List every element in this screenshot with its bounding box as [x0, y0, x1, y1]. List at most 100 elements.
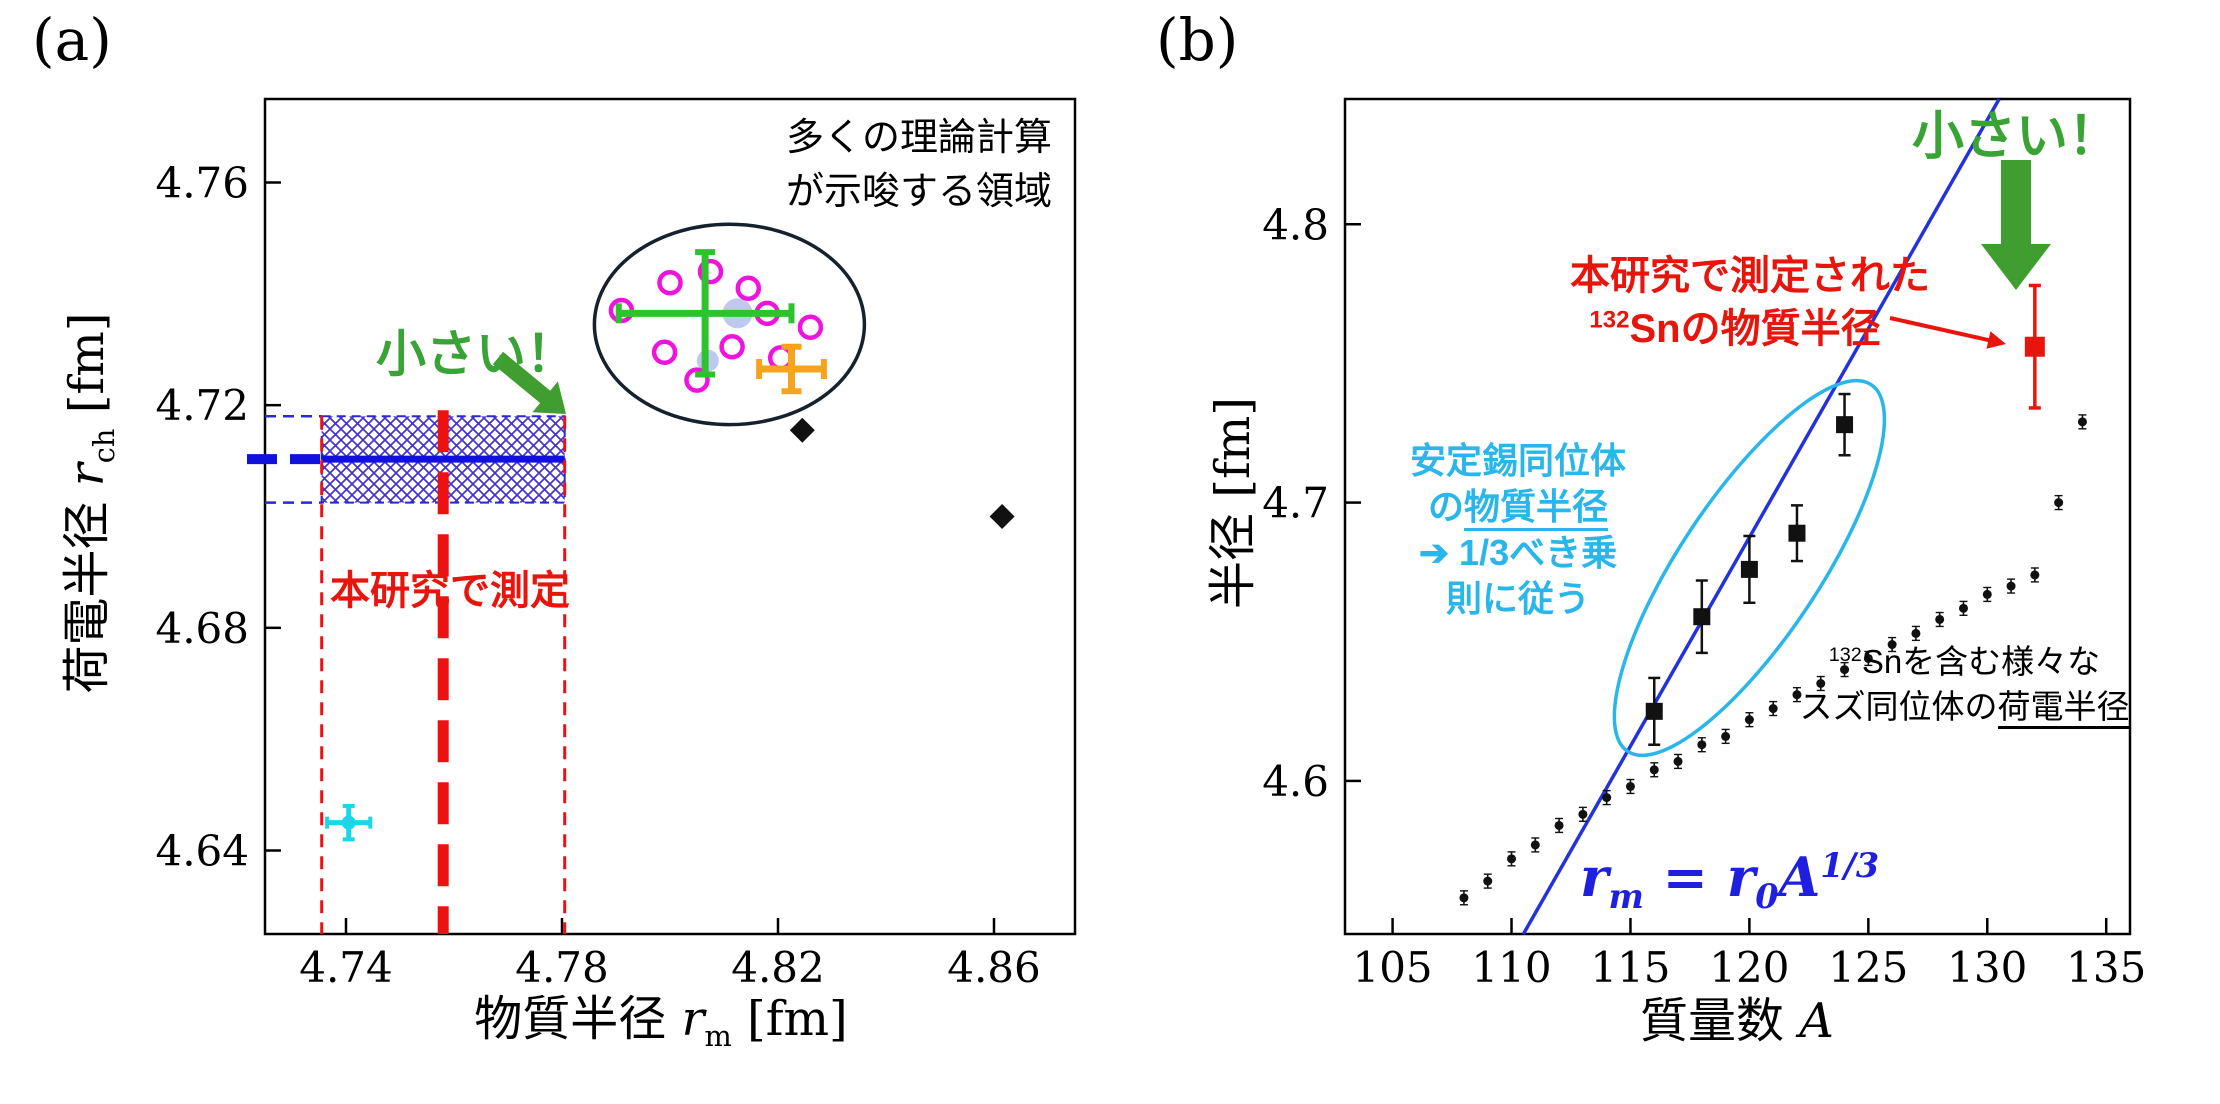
- dot-marker: [1840, 665, 1850, 675]
- panel-a-y-tick-label: 4.76: [155, 159, 249, 208]
- smaller-annotation-b: 小さい！: [1912, 108, 2121, 166]
- dot-marker: [1697, 740, 1707, 750]
- charge-radii-note-line2: スズ同位体の荷電半径: [1792, 685, 2137, 730]
- dot-marker: [1507, 854, 1517, 864]
- panel-a-y-tick-label: 4.72: [155, 381, 249, 430]
- panel-b-x-tick-label: 110: [1471, 943, 1551, 992]
- dot-marker: [2030, 570, 2040, 580]
- dot-marker: [1982, 589, 1992, 599]
- open-circle-marker: [651, 339, 678, 366]
- dot-marker: [1792, 690, 1802, 700]
- green-arrow-icon: [492, 351, 566, 414]
- square-marker: [1693, 608, 1711, 626]
- theory-region-note-line1: 多くの理論計算: [786, 117, 1053, 159]
- panel-b-y-axis-title: 半径 [fm]: [1205, 397, 1261, 609]
- sn132-measured-note: 本研究で測定された 132Snの物質半径: [1570, 250, 1930, 356]
- formula-var: r: [1726, 845, 1756, 909]
- square-marker: [1788, 524, 1806, 542]
- dot-marker: [1578, 809, 1588, 819]
- panel-b-y-tick-label: 4.7: [1262, 479, 1329, 528]
- axis-title-text: 荷電半径: [59, 486, 116, 694]
- dot-marker: [2077, 417, 2087, 427]
- panel-b-y-tick-label: 4.6: [1262, 757, 1329, 806]
- panel-a-x-tick-label: 4.82: [731, 943, 825, 992]
- dot-marker: [1649, 765, 1659, 775]
- mass-number-superscript: 132: [1589, 306, 1630, 334]
- dot-marker: [1887, 640, 1897, 650]
- measured-in-this-work-note: 本研究で測定: [330, 569, 570, 613]
- stable-isotopes-note-line3: ➔ 1/3べき乗: [1418, 532, 1618, 574]
- series-black-diamonds: [789, 417, 1015, 529]
- panel-b-x-tick-label: 120: [1709, 943, 1789, 992]
- stable-isotopes-ellipse: [1612, 378, 1887, 758]
- panel-a-x-tick-label: 4.86: [947, 943, 1041, 992]
- dot-marker: [1935, 614, 1945, 624]
- charge-radius-underlined: 荷電半径: [1997, 687, 2130, 729]
- dot-marker: [2006, 581, 2016, 591]
- diamond-marker: [989, 504, 1015, 529]
- theory-region-note-line2: が示唆する領域: [786, 170, 1053, 213]
- mass-number-superscript: 132: [1828, 644, 1862, 666]
- dot-marker: [1721, 731, 1731, 741]
- powerlaw-line: [1521, 98, 2001, 935]
- series-sn-stable-matter-radii: [1645, 392, 1854, 746]
- dot-marker: [1911, 628, 1921, 638]
- series-theory-cross-orange: [756, 343, 827, 395]
- panel-b-frame: [1343, 97, 2132, 936]
- square-marker: [1645, 702, 1663, 720]
- sn132-square-marker: [2024, 336, 2045, 357]
- stable-isotopes-note-line2: の物質半径: [1408, 484, 1628, 532]
- dot-marker: [1863, 653, 1873, 663]
- panel-a-frame: [263, 97, 1077, 936]
- sn132-measured-note-line2: 132Snの物質半径: [1570, 303, 1900, 356]
- green-down-arrow-icon: [1981, 160, 2051, 290]
- panel-b-x-tick-label: 115: [1590, 943, 1670, 992]
- axis-title-sub: ch: [86, 428, 121, 464]
- panel-b-x-tick-label: 135: [2066, 943, 2146, 992]
- panel-b-x-tick-label: 130: [1947, 943, 2027, 992]
- panel-b-x-tick-label: 105: [1352, 943, 1432, 992]
- dot-marker: [1768, 704, 1778, 714]
- panel-b-axes: 105 110 115 120 125 130 135 4.6 4.7 4.8: [1262, 97, 2146, 992]
- red-pointer-arrow-icon: [1889, 316, 2006, 349]
- panel-a-x-axis-title: 物質半径 rm [fm]: [474, 979, 848, 1053]
- panel-a-label: (a): [32, 6, 112, 74]
- axis-title-var: r: [59, 463, 116, 487]
- open-circle-marker: [684, 367, 710, 393]
- axis-title-sub: m: [704, 1018, 732, 1053]
- sn132-measured-note-line2-text: Snの物質半径: [1629, 306, 1881, 351]
- dot-marker: [1816, 679, 1826, 688]
- axis-title-text: 物質半径: [474, 991, 682, 1048]
- formula-sup: 1/3: [1820, 846, 1880, 885]
- dot-marker: [2054, 498, 2064, 508]
- panel-b-label: (b): [1156, 6, 1239, 74]
- square-marker: [1740, 560, 1758, 578]
- open-circle-marker: [697, 258, 724, 285]
- powerlaw-formula: rm = r0A1/3: [1580, 845, 1879, 916]
- panel-a-x-tick-label: 4.74: [299, 943, 393, 992]
- dot-marker: [1625, 781, 1635, 791]
- dot-marker: [1530, 840, 1540, 850]
- series-sn-charge-radii: [1459, 414, 2087, 906]
- panel-a-x-tick-label: 4.78: [515, 943, 609, 992]
- dot-marker: [1459, 893, 1469, 903]
- dot-marker: [1958, 603, 1968, 613]
- square-marker: [1836, 416, 1854, 434]
- smaller-annotation-a: 小さい！: [376, 326, 576, 382]
- diamond-marker: [789, 417, 815, 443]
- open-circle-marker: [657, 269, 683, 296]
- panel-b-y-tick-label: 4.8: [1262, 200, 1329, 249]
- formula-var: r: [1580, 845, 1609, 909]
- charge-radii-note-line2a: スズ同位体の: [1799, 687, 1998, 725]
- dot-marker: [1602, 793, 1612, 803]
- dot-marker: [1554, 820, 1564, 830]
- charge-radii-note: 132Snを含む様々な スズ同位体の荷電半径: [1792, 640, 2137, 730]
- panel-a-axes: 4.74 4.78 4.82 4.86 4.64 4.68 4.72 4.76: [155, 97, 1077, 992]
- series-cyan-datum: [325, 803, 373, 842]
- dot-marker: [341, 815, 356, 830]
- charge-radii-note-line1: 132Snを含む様々な: [1792, 640, 2137, 685]
- panel-a-y-tick-label: 4.68: [155, 604, 249, 653]
- matter-radius-underlined: 物質半径: [1464, 486, 1609, 532]
